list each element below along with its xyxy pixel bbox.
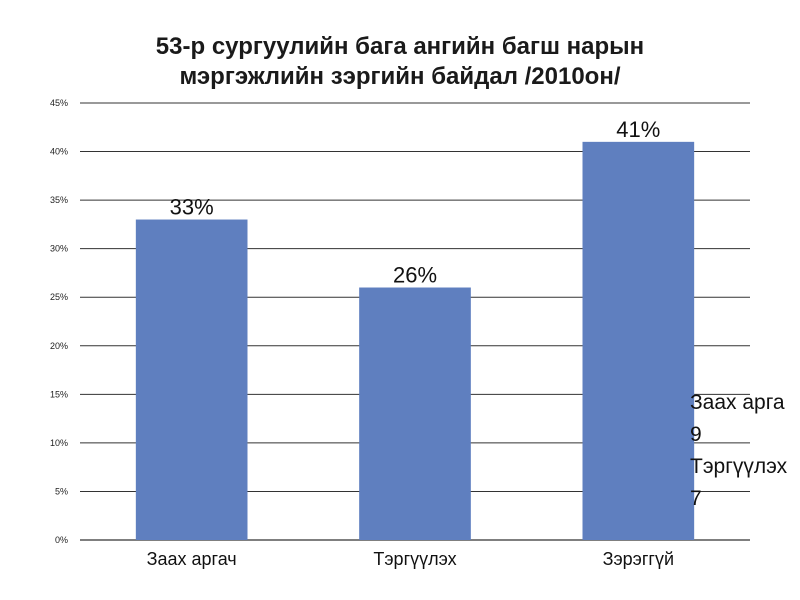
y-tick-label: 20% — [50, 341, 68, 351]
bar — [582, 141, 695, 540]
bar — [135, 219, 248, 541]
y-tick-label: 45% — [50, 98, 68, 108]
y-tick-label: 15% — [50, 389, 68, 399]
overflow-text-4: 7 — [690, 487, 702, 510]
x-tick-label: Заах аргач — [147, 549, 237, 569]
data-label: 33% — [170, 195, 214, 220]
x-tick-label: Тэргүүлэх — [373, 549, 456, 569]
overflow-text-1: Заах арга — [690, 391, 785, 414]
bar — [359, 287, 471, 540]
data-label: 41% — [616, 117, 660, 142]
y-tick-label: 0% — [55, 535, 68, 545]
y-tick-label: 10% — [50, 438, 68, 448]
y-tick-label: 40% — [50, 147, 68, 157]
chart-title: 53-р сургуулийн бага ангийн багш нарын м… — [100, 32, 700, 92]
chart-title-line-2: мэргэжлийн зэргийн байдал /2010он/ — [179, 63, 621, 90]
data-label: 26% — [393, 263, 437, 288]
y-tick-label: 5% — [55, 486, 68, 496]
y-tick-label: 30% — [50, 244, 68, 254]
y-tick-label: 35% — [50, 195, 68, 205]
y-tick-label: 25% — [50, 292, 68, 302]
overflow-text-3: Тэргүүлэх — [690, 455, 788, 478]
overflow-text-2: 9 — [690, 423, 702, 446]
chart-title-line-1: 53-р сургуулийн бага ангийн багш нарын — [155, 33, 645, 60]
x-tick-label: Зэрэггүй — [603, 549, 674, 569]
